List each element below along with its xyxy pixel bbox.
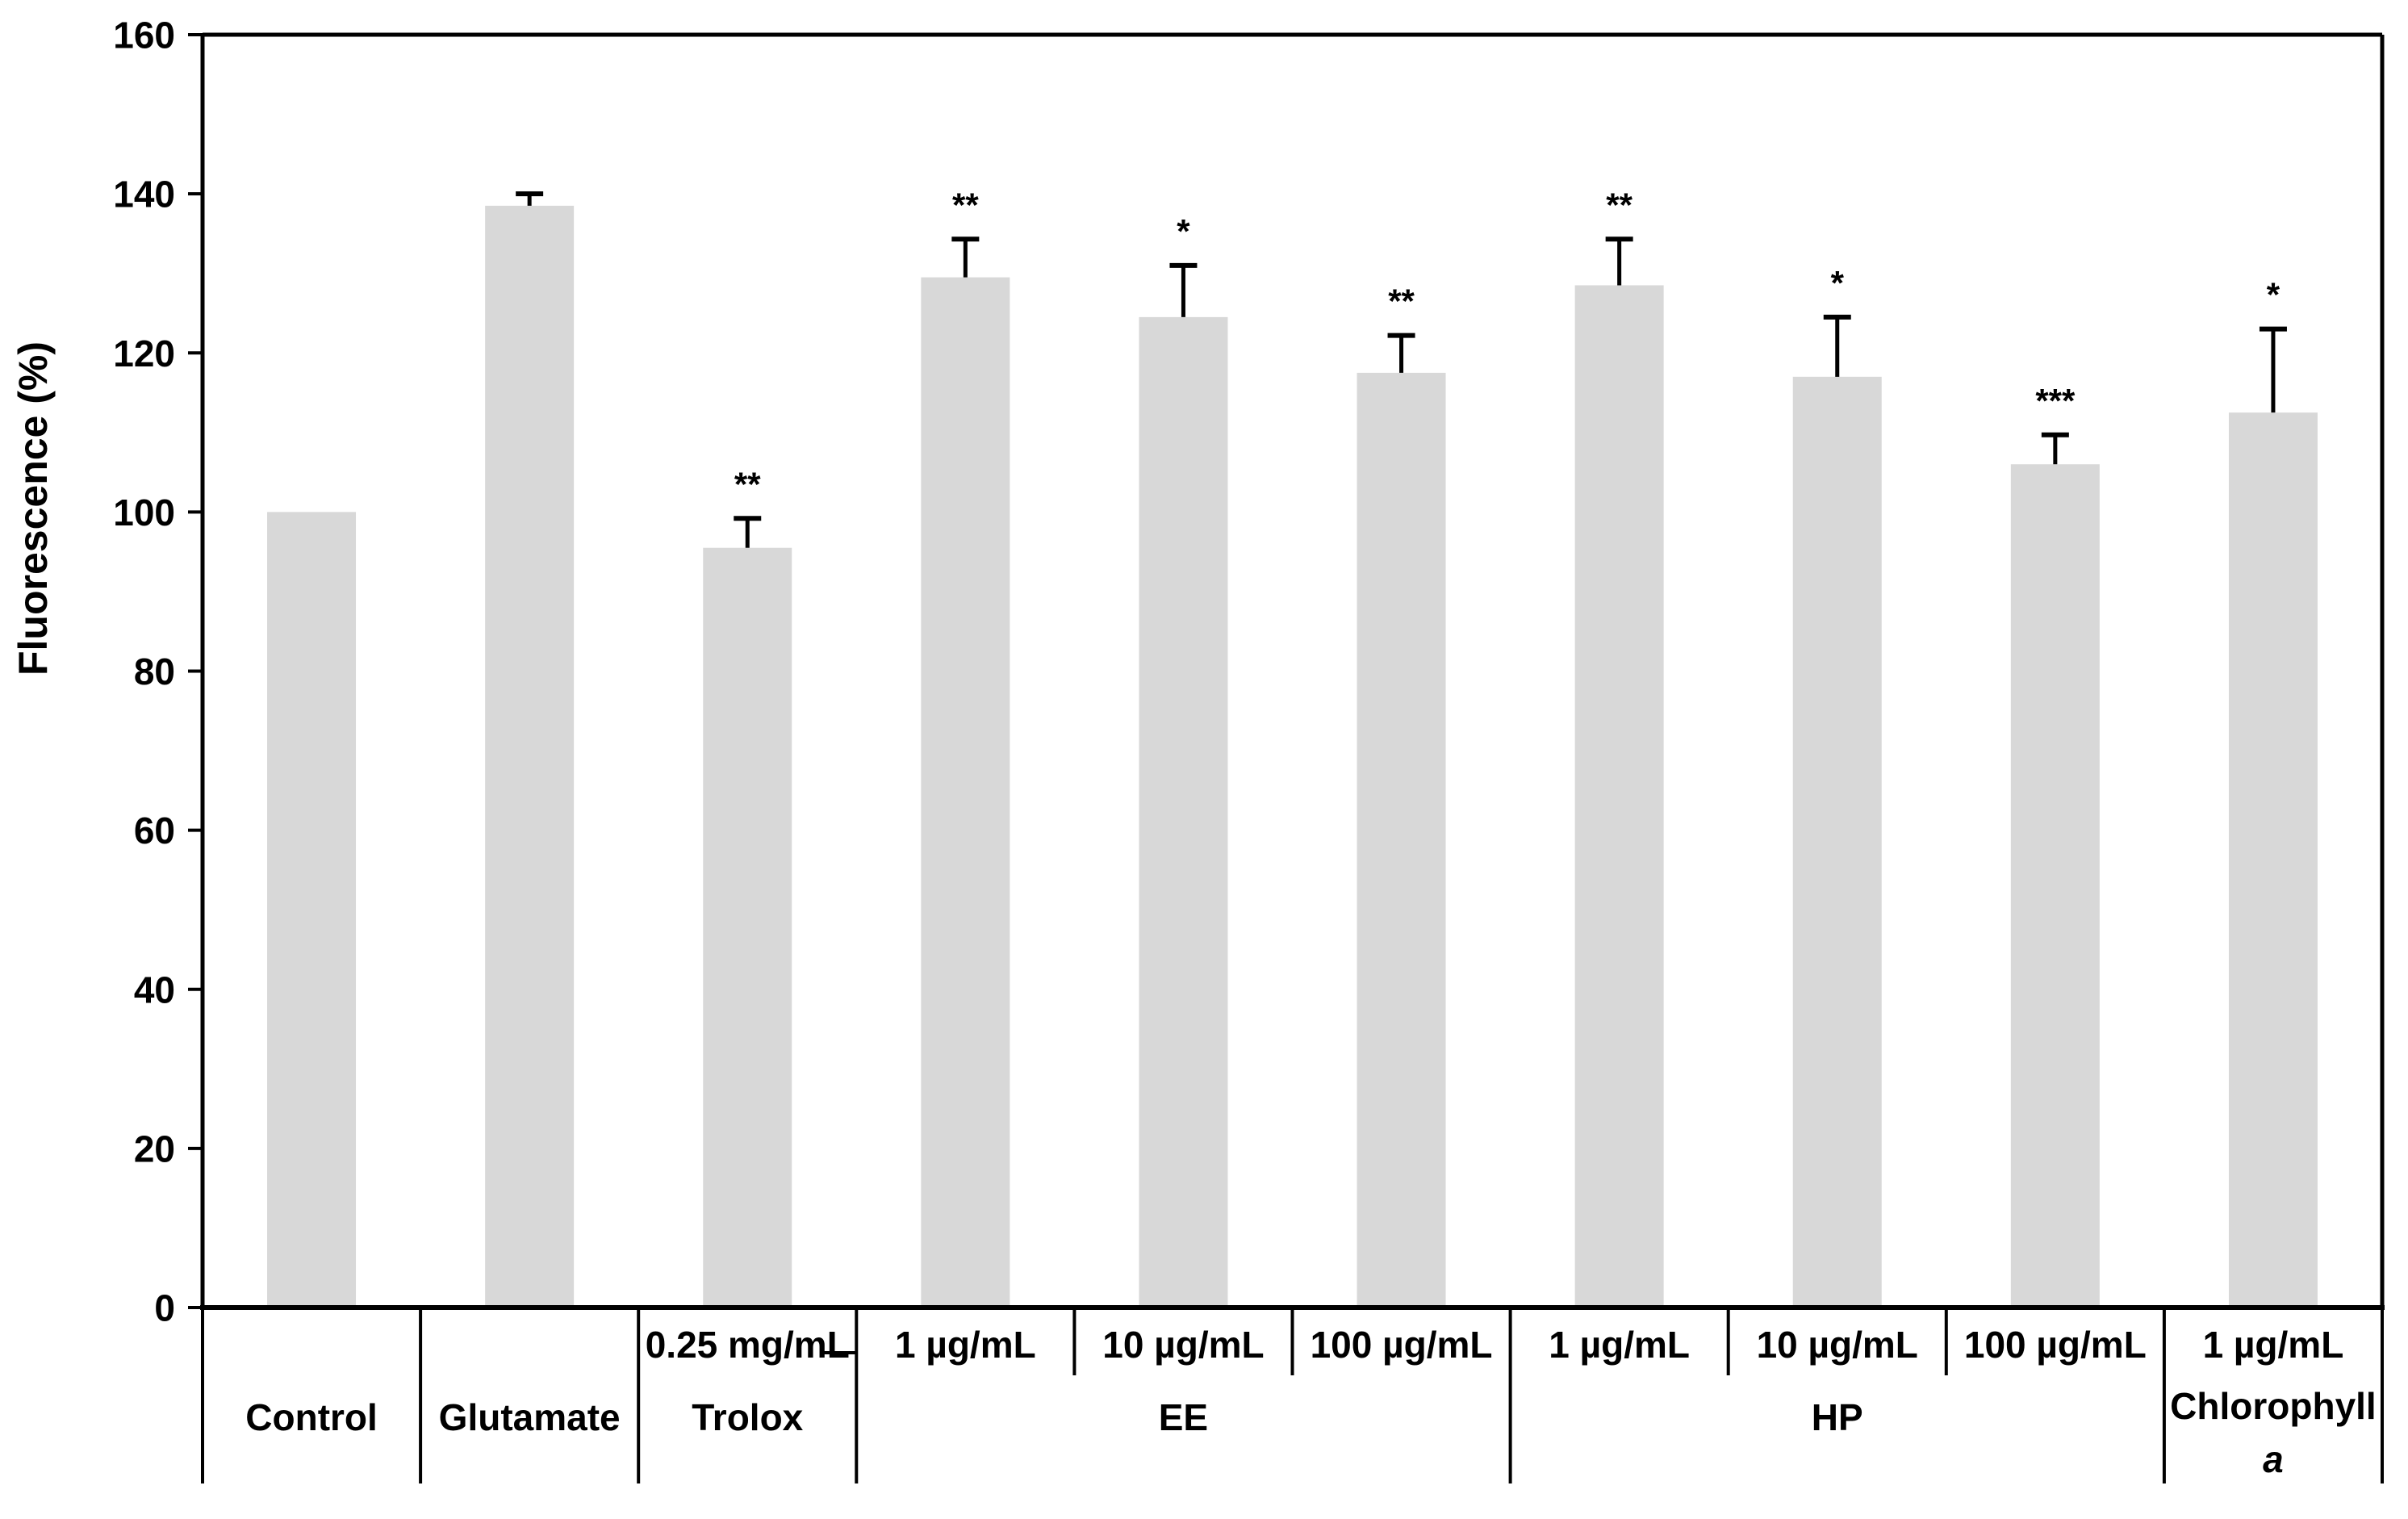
y-axis-tick-label: 100 bbox=[113, 492, 175, 534]
y-axis: 0 20 40 60 80 100 120 140 160 bbox=[113, 15, 203, 1329]
bar-trolox bbox=[703, 547, 792, 1308]
group-label-trolox: Trolox bbox=[692, 1396, 803, 1438]
group-label-glutamate: Glutamate bbox=[439, 1396, 621, 1438]
bar-hp-1 bbox=[1574, 285, 1664, 1308]
group-label-ee: EE bbox=[1159, 1396, 1208, 1438]
y-axis-tick-label: 40 bbox=[134, 969, 175, 1011]
y-axis-tick-label: 80 bbox=[134, 651, 175, 693]
concentration-label-hp-10: 10 µg/mL bbox=[1757, 1324, 1918, 1366]
group-label-control: Control bbox=[245, 1396, 378, 1438]
y-axis-tick-label: 20 bbox=[134, 1128, 175, 1170]
bar-ee-100 bbox=[1357, 372, 1446, 1308]
y-axis-tick-label: 160 bbox=[113, 15, 175, 56]
y-axis-tick-label: 140 bbox=[113, 174, 175, 216]
significance-hp-100: *** bbox=[2035, 382, 2076, 420]
bar-chlorophyll-a-1 bbox=[2228, 412, 2318, 1308]
significance-ee-10: * bbox=[1177, 212, 1190, 250]
bar-ee-10 bbox=[1139, 316, 1228, 1308]
significance-trolox: ** bbox=[734, 465, 761, 503]
y-axis-tick-label: 120 bbox=[113, 333, 175, 375]
concentration-label-ee-1: 1 µg/mL bbox=[895, 1324, 1036, 1366]
bar-glutamate bbox=[485, 205, 575, 1308]
x-axis-label-table: 0.25 mg/mL 1 µg/mL 10 µg/mL 100 µg/mL 1 µg/m… bbox=[201, 1308, 2384, 1483]
concentration-label-trolox: 0.25 mg/mL bbox=[646, 1324, 850, 1366]
significance-ee-1: ** bbox=[952, 186, 979, 224]
concentration-label-chlorophyll-a-1: 1 µg/mL bbox=[2203, 1324, 2344, 1366]
bar-ee-1 bbox=[921, 277, 1010, 1308]
group-label-chlorophyll-a: Chlorophyll bbox=[2170, 1385, 2377, 1427]
bar-control bbox=[267, 512, 357, 1308]
bars bbox=[267, 205, 2318, 1308]
significance-markers: ************** bbox=[734, 186, 2280, 503]
bar-hp-100 bbox=[2010, 464, 2100, 1308]
significance-hp-10: * bbox=[1831, 264, 1845, 302]
significance-ee-100: ** bbox=[1388, 282, 1415, 320]
significance-hp-1: ** bbox=[1606, 186, 1633, 224]
y-axis-tick-label: 60 bbox=[134, 810, 175, 852]
error-bars bbox=[516, 191, 2287, 548]
bar-hp-10 bbox=[1792, 376, 1882, 1308]
concentration-label-ee-10: 10 µg/mL bbox=[1102, 1324, 1264, 1366]
y-axis-tick-label: 0 bbox=[154, 1287, 175, 1329]
group-label-hp: HP bbox=[1812, 1396, 1863, 1438]
significance-chlorophyll-a-1: * bbox=[2267, 276, 2280, 314]
concentration-label-hp-1: 1 µg/mL bbox=[1549, 1324, 1690, 1366]
plot-frame bbox=[200, 32, 2385, 1354]
group-label-chlorophyll-a-line2: a bbox=[2263, 1438, 2284, 1480]
concentration-label-ee-100: 100 µg/mL bbox=[1311, 1324, 1493, 1366]
concentration-label-hp-100: 100 µg/mL bbox=[1964, 1324, 2147, 1366]
y-axis-title: Fluorescence (%) bbox=[10, 341, 56, 676]
